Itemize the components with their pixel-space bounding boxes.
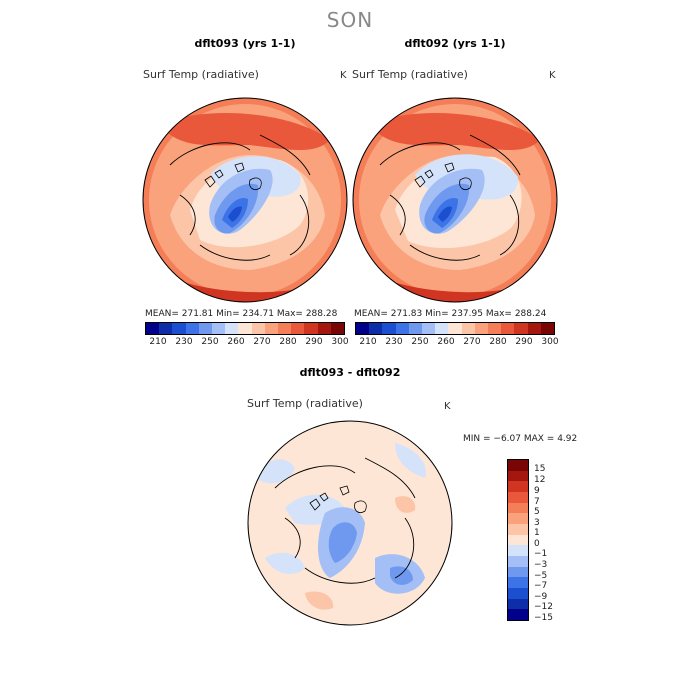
swatch [198,323,213,334]
right-tick: 230 [385,337,403,347]
swatch [508,598,528,610]
diff-tick: 3 [534,518,540,528]
swatch [540,323,555,334]
diff-tick: −15 [534,613,553,623]
left-tick: 260 [227,337,245,347]
right-stats: MEAN= 271.83 Min= 237.95 Max= 288.24 [354,309,547,319]
swatch [395,323,409,334]
left-tick: 290 [305,337,323,347]
diff-polar-map [247,420,453,626]
left-stats: MEAN= 271.81 Min= 234.71 Max= 288.28 [145,309,338,319]
swatch [488,323,502,334]
swatch [508,545,528,557]
swatch [172,323,186,334]
right-tick: 260 [437,337,455,347]
swatch [527,323,541,334]
swatch [225,323,239,334]
left-tick: 230 [175,337,193,347]
left-tick: 250 [201,337,219,347]
diff-unit-label: K [444,401,451,412]
swatch [264,323,279,334]
left-tick: 300 [331,337,349,347]
left-unit-label: K [340,70,347,81]
left-polar-map [142,97,348,303]
diff-panel-title: dflt093 - dflt092 [299,366,401,379]
swatch [508,577,528,589]
swatch [185,323,199,334]
swatch [435,323,449,334]
swatch [317,323,331,334]
left-variable-label: Surf Temp (radiative) [143,68,259,81]
swatch [291,323,305,334]
right-tick: 280 [489,337,507,347]
swatch [448,323,462,334]
swatch [508,609,528,621]
swatch [508,524,528,535]
right-tick: 300 [541,337,559,347]
swatch [508,513,528,525]
swatch [501,323,515,334]
right-tick: 270 [463,337,481,347]
swatch [508,460,528,471]
right-variable-label: Surf Temp (radiative) [352,68,468,81]
swatch [278,323,292,334]
swatch [369,323,383,334]
swatch [382,323,396,334]
left-panel-title: dflt093 (yrs 1-1) [194,37,296,50]
swatch [508,588,528,599]
swatch [508,566,528,578]
swatch [508,492,528,503]
left-tick: 210 [149,337,167,347]
diff-tick: 1 [534,528,540,538]
swatch [422,323,436,334]
left-tick: 270 [253,337,271,347]
right-tick: 210 [359,337,377,347]
diff-stats: MIN = −6.07 MAX = 4.92 [463,434,578,444]
diff-tick: −7 [534,581,548,591]
swatch [159,323,173,334]
right-colorbar [355,322,555,335]
right-polar-map [352,97,558,303]
left-tick: 280 [279,337,297,347]
swatch [356,323,370,334]
swatch [146,323,160,334]
right-tick: 290 [515,337,533,347]
diff-colorbar [507,459,529,621]
diff-tick: −3 [534,560,548,570]
swatch [330,323,345,334]
swatch [508,556,528,567]
right-unit-label: K [549,70,556,81]
diff-tick: −1 [534,549,548,559]
swatch [508,481,528,493]
right-panel-title: dflt092 (yrs 1-1) [404,37,506,50]
swatch [212,323,226,334]
right-tick: 250 [411,337,429,347]
swatch [408,323,423,334]
season-title: SON [326,8,374,32]
swatch [474,323,489,334]
diff-tick: 5 [534,507,540,517]
diff-tick: −5 [534,571,548,581]
swatch [508,470,528,482]
swatch [461,323,475,334]
diff-tick: 0 [534,539,540,549]
swatch [238,323,252,334]
diff-tick: −9 [534,592,548,602]
diff-tick: 15 [534,464,546,474]
swatch [304,323,318,334]
diff-variable-label: Surf Temp (radiative) [247,397,363,410]
swatch [514,323,528,334]
diff-tick: 9 [534,486,540,496]
swatch [508,502,528,514]
diff-tick: 12 [534,475,546,485]
swatch [251,323,265,334]
left-colorbar [145,322,345,335]
diff-tick: 7 [534,497,540,507]
swatch [508,534,528,546]
diff-tick: −12 [534,602,553,612]
